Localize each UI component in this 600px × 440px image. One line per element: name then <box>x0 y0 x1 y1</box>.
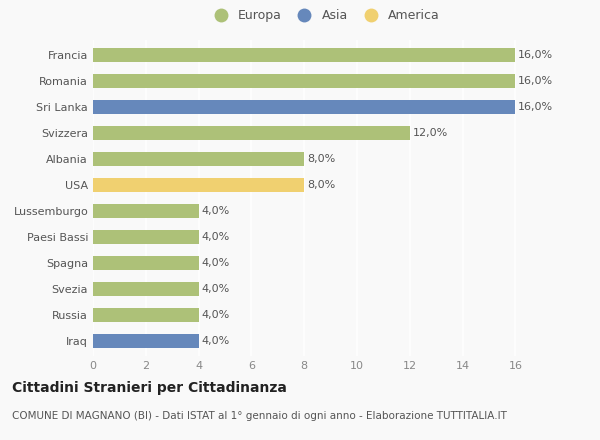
Bar <box>93 178 304 192</box>
Bar <box>93 230 199 244</box>
Bar <box>93 100 515 114</box>
Text: 4,0%: 4,0% <box>201 206 229 216</box>
Text: 4,0%: 4,0% <box>201 310 229 320</box>
Bar <box>93 334 199 348</box>
Text: 8,0%: 8,0% <box>307 180 335 190</box>
Legend: Europa, Asia, America: Europa, Asia, America <box>203 4 445 27</box>
Bar <box>93 204 199 218</box>
Text: 8,0%: 8,0% <box>307 154 335 164</box>
Text: 4,0%: 4,0% <box>201 258 229 268</box>
Text: 4,0%: 4,0% <box>201 284 229 294</box>
Text: 16,0%: 16,0% <box>518 76 553 86</box>
Bar <box>93 48 515 62</box>
Text: COMUNE DI MAGNANO (BI) - Dati ISTAT al 1° gennaio di ogni anno - Elaborazione TU: COMUNE DI MAGNANO (BI) - Dati ISTAT al 1… <box>12 411 507 422</box>
Bar <box>93 282 199 296</box>
Text: 16,0%: 16,0% <box>518 102 553 112</box>
Bar <box>93 256 199 270</box>
Bar <box>93 308 199 322</box>
Bar <box>93 126 410 140</box>
Text: Cittadini Stranieri per Cittadinanza: Cittadini Stranieri per Cittadinanza <box>12 381 287 395</box>
Text: 12,0%: 12,0% <box>412 128 448 138</box>
Text: 16,0%: 16,0% <box>518 50 553 60</box>
Text: 4,0%: 4,0% <box>201 336 229 346</box>
Bar <box>93 152 304 166</box>
Text: 4,0%: 4,0% <box>201 232 229 242</box>
Bar <box>93 74 515 88</box>
